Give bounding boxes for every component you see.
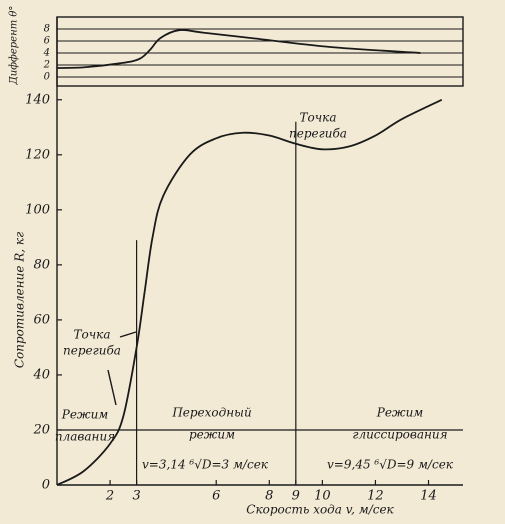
y-axis-label: Дифферент θ° (9, 6, 20, 86)
y-tick-label: 140 (25, 92, 50, 107)
annotation: Режим (376, 406, 424, 420)
annotation: v=9,45 ⁶√D=9 м/сек (327, 458, 454, 472)
y-tick-label: 40 (32, 367, 50, 382)
y-tick-label: 60 (33, 312, 50, 327)
annotation: Точка (299, 111, 336, 125)
annotation: Точка (73, 328, 110, 342)
y-tick-label: 120 (25, 147, 50, 162)
annotation: перегиба (63, 344, 121, 358)
annotation: глиссирования (352, 428, 447, 442)
y-tick-label: 80 (33, 257, 50, 272)
x-tick-label: 9 (292, 489, 300, 504)
y-tick-label: 4 (43, 48, 50, 59)
leader (107, 369, 117, 406)
leader (119, 331, 137, 338)
x-axis-label: Скорость хода v, м/сек (246, 503, 394, 517)
y-tick-label: 0 (42, 478, 50, 493)
x-tick-label: 6 (212, 489, 220, 504)
annotation: v=3,14 ⁶√D=3 м/сек (142, 458, 269, 472)
y-tick-label: 0 (44, 72, 51, 83)
x-tick-label: 3 (132, 489, 140, 504)
y-tick-label: 6 (44, 36, 51, 47)
annotation: перегиба (289, 127, 347, 141)
x-tick-label: 14 (420, 489, 437, 504)
x-tick-label: 2 (105, 489, 114, 504)
panel-frame (56, 16, 464, 87)
annotation: Переходный (171, 406, 251, 420)
annotation: режим (189, 428, 235, 442)
y-tick-label: 2 (43, 60, 50, 71)
data-line (56, 98, 443, 486)
x-tick-label: 10 (314, 489, 331, 504)
y-tick-label: 20 (32, 422, 50, 437)
y-tick-label: 8 (44, 24, 50, 35)
annotation: плавания (55, 430, 115, 444)
y-axis-label: Сопротивление R, кг (13, 232, 27, 368)
data-line (56, 29, 421, 69)
x-tick-label: 12 (367, 489, 384, 504)
y-tick-label: 100 (25, 202, 50, 217)
annotation: Режим (61, 408, 109, 422)
x-tick-label: 8 (265, 489, 273, 504)
